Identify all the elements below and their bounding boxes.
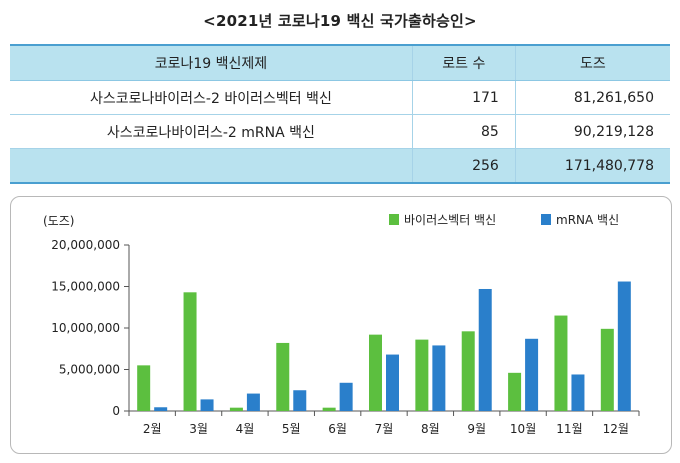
x-tick-label: 7월 xyxy=(375,422,394,436)
bar-mrna xyxy=(293,390,307,411)
bar-viral-vector xyxy=(137,365,151,411)
y-tick-label: 15,000,000 xyxy=(51,280,120,294)
column-header-lots: 로트 수 xyxy=(411,44,516,81)
legend-label: 바이러스벡터 백신 xyxy=(404,213,496,227)
total-label-cell xyxy=(10,148,413,184)
legend-swatch xyxy=(389,214,399,225)
bar-viral-vector xyxy=(600,328,614,411)
bar-mrna xyxy=(246,393,260,411)
vaccine-name-cell: 사스코로나바이러스-2 mRNA 백신 xyxy=(10,114,413,149)
bar-mrna xyxy=(386,354,399,411)
bar-chart-svg: (도즈) 0 5,000,000 10,000,000 15,000,000 20,000… xyxy=(43,213,640,436)
page-title: <2021년 코로나19 백신 국가출하승인> xyxy=(203,12,477,30)
bar-viral-vector xyxy=(369,334,382,411)
x-tick-label: 11월 xyxy=(556,422,582,436)
x-tick-label: 6월 xyxy=(328,422,347,436)
total-lots-cell: 256 xyxy=(411,148,516,184)
bar-mrna xyxy=(200,399,214,411)
bar-viral-vector xyxy=(554,315,568,411)
y-tick-label: 0 xyxy=(112,404,120,418)
legend-swatch xyxy=(541,214,551,225)
vaccine-name-cell: 사스코로나바이러스-2 바이러스벡터 백신 xyxy=(10,80,413,115)
legend-label: mRNA 백신 xyxy=(556,213,619,227)
column-header-vaccine: 코로나19 백신제제 xyxy=(10,44,413,81)
x-tick-label: 12월 xyxy=(603,422,629,436)
x-tick-label: 10월 xyxy=(510,422,536,436)
y-axis-label: (도즈) xyxy=(43,214,74,228)
lots-cell: 171 xyxy=(411,80,516,115)
bar-mrna xyxy=(478,288,492,411)
total-doses-cell: 171,480,778 xyxy=(514,148,670,184)
x-tick-label: 4월 xyxy=(236,422,255,436)
x-tick-label: 8월 xyxy=(421,422,440,436)
vaccine-summary-table: 코로나19 백신제제 로트 수 도즈 사스코로나바이러스-2 바이러스벡터 백신… xyxy=(10,44,670,184)
bar-mrna xyxy=(617,281,631,411)
bar-viral-vector xyxy=(415,339,429,411)
y-tick-label: 20,000,000 xyxy=(51,238,120,252)
table-row: 사스코로나바이러스-2 mRNA 백신 85 90,219,128 xyxy=(10,114,670,149)
table-total-row: 256 171,480,778 xyxy=(10,148,670,184)
bar-mrna xyxy=(339,382,353,411)
bar-viral-vector xyxy=(276,342,290,411)
x-tick-label: 5월 xyxy=(282,422,301,436)
bar-viral-vector xyxy=(461,331,475,411)
bar-mrna xyxy=(154,407,168,411)
y-tick-label: 5,000,000 xyxy=(59,363,120,377)
x-tick-label: 9월 xyxy=(467,422,486,436)
x-tick-label: 3월 xyxy=(189,422,208,436)
bar-mrna xyxy=(571,374,585,411)
bar-viral-vector xyxy=(508,372,522,411)
doses-cell: 90,219,128 xyxy=(514,114,670,149)
bar-mrna xyxy=(525,338,539,411)
doses-cell: 81,261,650 xyxy=(514,80,670,115)
x-tick-label: 2월 xyxy=(143,422,162,436)
column-header-doses: 도즈 xyxy=(514,44,670,81)
table-header-row: 코로나19 백신제제 로트 수 도즈 xyxy=(10,44,670,81)
y-tick-label: 10,000,000 xyxy=(51,321,120,335)
bar-viral-vector xyxy=(183,292,197,411)
lots-cell: 85 xyxy=(411,114,516,149)
monthly-shipment-chart: (도즈) 0 5,000,000 10,000,000 15,000,000 20,000… xyxy=(10,196,672,454)
bar-mrna xyxy=(432,345,446,411)
table-row: 사스코로나바이러스-2 바이러스벡터 백신 171 81,261,650 xyxy=(10,80,670,115)
bar-viral-vector xyxy=(229,407,243,411)
bar-viral-vector xyxy=(322,407,336,411)
